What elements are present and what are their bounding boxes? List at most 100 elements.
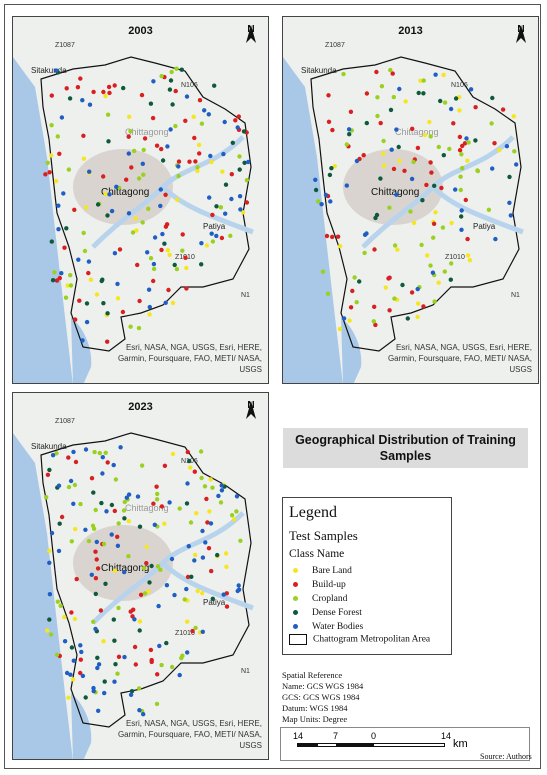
- sample-point-water-bodies: [126, 151, 131, 156]
- sample-point-build-up: [463, 197, 468, 203]
- sample-point-cropland: [229, 513, 235, 518]
- sample-point-cropland: [392, 243, 398, 248]
- sample-point-build-up: [78, 76, 83, 81]
- sample-point-cropland: [48, 632, 54, 637]
- road-label: N1: [241, 292, 250, 299]
- sample-point-dense-forest: [378, 176, 383, 181]
- sample-point-build-up: [180, 232, 185, 237]
- road-label: N1: [241, 668, 250, 675]
- legend-item-water-bodies: Water Bodies: [293, 622, 363, 632]
- sample-point-water-bodies: [56, 227, 61, 232]
- sample-point-water-bodies: [221, 592, 226, 597]
- sample-point-build-up: [465, 236, 470, 242]
- sample-point-cropland: [101, 541, 107, 547]
- sample-point-bare-land: [418, 78, 423, 83]
- sample-point-cropland: [218, 205, 224, 210]
- sample-point-build-up: [439, 185, 444, 191]
- sample-point-dense-forest: [101, 301, 106, 306]
- sample-point-water-bodies: [109, 208, 115, 214]
- sample-point-water-bodies: [95, 665, 100, 671]
- sample-point-water-bodies: [199, 241, 204, 246]
- sample-point-build-up: [159, 504, 165, 509]
- sample-point-cropland: [475, 168, 480, 173]
- sample-point-water-bodies: [141, 712, 146, 717]
- sample-point-cropland: [49, 123, 54, 128]
- sample-point-water-bodies: [167, 500, 172, 505]
- sample-point-dense-forest: [459, 214, 464, 219]
- sample-point-cropland: [44, 495, 49, 500]
- sample-point-cropland: [218, 500, 224, 505]
- sample-point-cropland: [419, 242, 424, 248]
- sample-point-cropland: [458, 187, 463, 193]
- sample-point-water-bodies: [80, 673, 86, 679]
- sample-point-dense-forest: [212, 83, 217, 88]
- sample-point-cropland: [210, 485, 215, 490]
- sample-point-dense-forest: [230, 140, 235, 145]
- sample-point-bare-land: [397, 158, 402, 163]
- sample-point-dense-forest: [184, 501, 190, 506]
- sample-point-build-up: [233, 118, 238, 123]
- sample-point-cropland: [136, 686, 142, 691]
- sample-point-cropland: [449, 261, 454, 266]
- sample-point-water-bodies: [409, 176, 415, 182]
- sample-point-build-up: [197, 98, 203, 103]
- sample-point-bare-land: [220, 169, 225, 174]
- sample-point-bare-land: [170, 451, 176, 457]
- sample-point-dense-forest: [111, 617, 117, 622]
- scale-bar: 14 7 0 14 km: [280, 727, 530, 761]
- sample-point-dense-forest: [388, 107, 394, 113]
- sample-point-bare-land: [204, 243, 210, 248]
- sample-point-water-bodies: [508, 213, 513, 218]
- sample-point-build-up: [89, 476, 95, 481]
- sample-point-build-up: [151, 278, 156, 284]
- sample-point-water-bodies: [216, 493, 221, 499]
- sample-point-build-up: [219, 235, 225, 241]
- sample-point-build-up: [72, 207, 77, 212]
- sample-point-dense-forest: [137, 628, 142, 633]
- legend: Legend Test Samples Class Name Bare Land…: [282, 497, 452, 655]
- sample-point-water-bodies: [200, 629, 205, 634]
- sample-point-build-up: [326, 93, 331, 98]
- sample-point-build-up: [74, 576, 79, 582]
- sample-point-water-bodies: [151, 79, 156, 84]
- sample-point-cropland: [320, 269, 326, 274]
- sample-point-water-bodies: [507, 200, 512, 205]
- sample-point-water-bodies: [207, 195, 212, 200]
- sample-point-water-bodies: [47, 560, 52, 565]
- sample-point-build-up: [204, 496, 209, 502]
- sample-point-water-bodies: [328, 199, 333, 204]
- sample-point-water-bodies: [323, 192, 329, 198]
- sample-point-cropland: [199, 121, 205, 126]
- sample-point-water-bodies: [50, 453, 56, 458]
- sample-point-bare-land: [425, 253, 430, 258]
- sample-point-water-bodies: [313, 177, 318, 182]
- sample-point-water-bodies: [209, 231, 214, 236]
- sample-point-water-bodies: [397, 86, 402, 92]
- sample-point-cropland: [341, 71, 346, 77]
- sample-point-water-bodies: [354, 158, 360, 164]
- sample-point-cropland: [442, 100, 448, 105]
- sample-point-water-bodies: [341, 316, 347, 321]
- sample-point-water-bodies: [56, 483, 62, 488]
- sample-point-bare-land: [436, 280, 441, 285]
- sample-point-cropland: [141, 172, 146, 177]
- sample-point-dense-forest: [67, 96, 73, 101]
- sample-point-water-bodies: [135, 494, 141, 499]
- sample-point-build-up: [348, 305, 354, 310]
- scale-label: 14: [293, 731, 304, 741]
- sample-point-water-bodies: [122, 569, 127, 575]
- road-label: Z1010: [445, 254, 465, 261]
- sample-point-build-up: [372, 304, 377, 309]
- sample-point-dense-forest: [160, 158, 166, 163]
- sample-point-cropland: [139, 463, 145, 468]
- sample-point-water-bodies: [185, 650, 190, 655]
- sample-point-cropland: [244, 178, 250, 183]
- road-label: Z1010: [175, 630, 195, 637]
- sample-point-dense-forest: [347, 132, 352, 137]
- sample-point-water-bodies: [94, 539, 100, 545]
- sample-point-cropland: [460, 166, 465, 171]
- sample-point-dense-forest: [149, 563, 154, 569]
- sample-point-water-bodies: [184, 586, 189, 592]
- town-label: Patiya: [203, 222, 226, 231]
- sample-point-build-up: [101, 174, 106, 179]
